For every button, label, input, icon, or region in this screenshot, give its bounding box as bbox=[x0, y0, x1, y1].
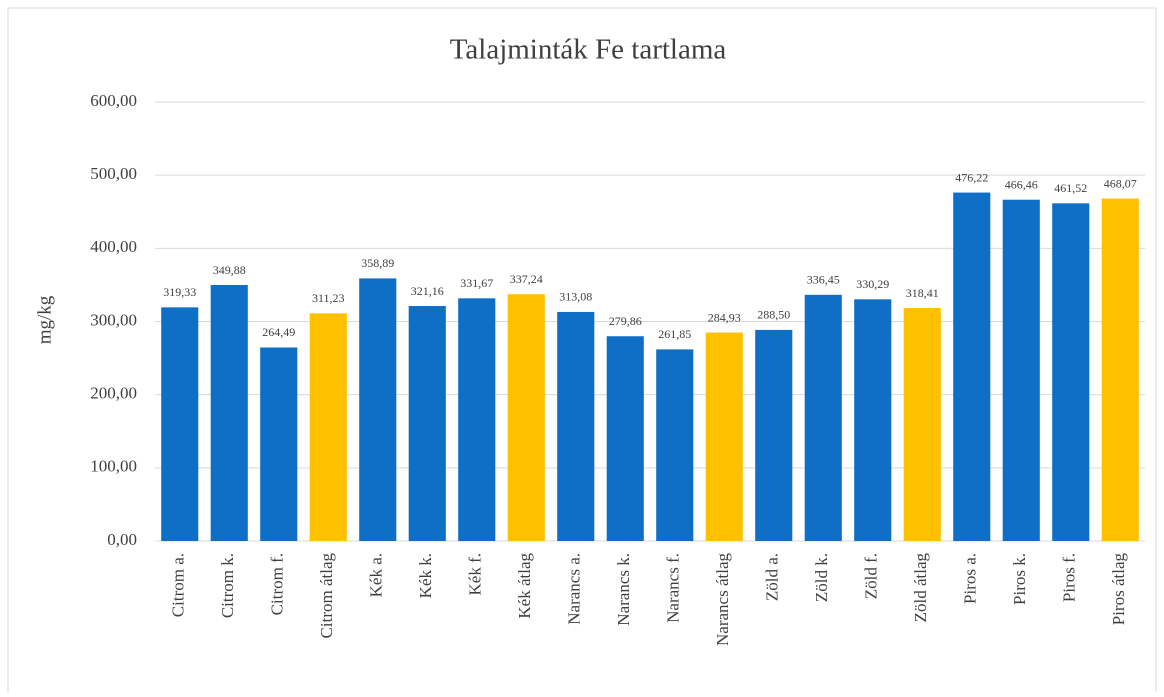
bar bbox=[260, 347, 298, 541]
y-tick-label: 400,00 bbox=[90, 237, 137, 256]
bar bbox=[953, 192, 991, 541]
x-tick-label: Zöld átlag bbox=[911, 553, 930, 623]
bar bbox=[458, 298, 496, 541]
x-tick-label: Piros f. bbox=[1060, 553, 1079, 602]
data-label: 279,86 bbox=[609, 314, 642, 328]
data-label: 466,46 bbox=[1005, 177, 1038, 191]
x-tick-label: Kék f. bbox=[466, 553, 485, 595]
data-label: 330,29 bbox=[856, 277, 889, 291]
x-tick-label: Citrom átlag bbox=[317, 553, 336, 639]
data-label: 358,89 bbox=[361, 256, 394, 270]
y-tick-label: 500,00 bbox=[90, 164, 137, 183]
bar bbox=[854, 299, 892, 541]
x-tick-label: Zöld k. bbox=[812, 553, 831, 602]
data-label: 261,85 bbox=[658, 327, 691, 341]
data-label: 288,50 bbox=[757, 308, 790, 322]
data-label: 337,24 bbox=[510, 272, 543, 286]
bar bbox=[606, 336, 644, 541]
bar bbox=[161, 307, 199, 541]
x-tick-label: Kék a. bbox=[367, 553, 386, 597]
bar bbox=[210, 285, 248, 541]
x-tick-label: Piros k. bbox=[1010, 553, 1029, 605]
x-tick-label: Narancs f. bbox=[664, 553, 683, 623]
data-label: 318,41 bbox=[906, 286, 939, 300]
data-label: 321,16 bbox=[411, 284, 444, 298]
x-tick-label: Piros átlag bbox=[1109, 553, 1128, 626]
x-tick-label: Citrom f. bbox=[268, 553, 287, 615]
data-label: 349,88 bbox=[213, 263, 246, 277]
x-tick-label: Piros a. bbox=[961, 553, 980, 604]
data-label: 319,33 bbox=[163, 285, 196, 299]
bar bbox=[408, 306, 446, 541]
bar bbox=[903, 308, 941, 541]
bar bbox=[1052, 203, 1090, 541]
x-tick-label: Kék átlag bbox=[515, 553, 534, 619]
bar bbox=[359, 278, 397, 541]
x-tick-label: Narancs átlag bbox=[713, 553, 732, 646]
bar bbox=[309, 313, 347, 541]
bar bbox=[557, 311, 595, 541]
bar bbox=[804, 294, 842, 541]
y-tick-label: 300,00 bbox=[90, 310, 137, 329]
data-label: 284,93 bbox=[708, 310, 741, 324]
data-label: 468,07 bbox=[1104, 176, 1137, 190]
bar bbox=[755, 329, 793, 541]
y-axis-label: mg/kg bbox=[34, 295, 55, 344]
data-label: 476,22 bbox=[955, 170, 988, 184]
data-label: 336,45 bbox=[807, 273, 840, 287]
bar bbox=[1002, 199, 1040, 541]
x-tick-label: Zöld a. bbox=[763, 553, 782, 601]
y-tick-label: 100,00 bbox=[90, 457, 137, 476]
bar bbox=[705, 332, 743, 541]
x-tick-label: Kék k. bbox=[416, 553, 435, 598]
bar bbox=[1101, 198, 1139, 541]
x-tick-label: Citrom a. bbox=[169, 553, 188, 617]
x-tick-label: Narancs k. bbox=[614, 553, 633, 626]
x-tick-label: Citrom k. bbox=[218, 553, 237, 618]
data-label: 264,49 bbox=[262, 325, 295, 339]
x-tick-label: Zöld f. bbox=[862, 553, 881, 599]
data-label: 313,08 bbox=[559, 290, 592, 304]
chart-title: Talajminták Fe tartlama bbox=[450, 34, 727, 66]
bar bbox=[656, 349, 694, 541]
data-label: 331,67 bbox=[460, 276, 493, 290]
data-label: 311,23 bbox=[312, 291, 345, 305]
x-tick-label: Narancs a. bbox=[565, 553, 584, 625]
y-tick-label: 0,00 bbox=[107, 530, 137, 549]
y-tick-label: 600,00 bbox=[90, 91, 137, 110]
bar bbox=[507, 294, 545, 541]
data-label: 461,52 bbox=[1054, 181, 1087, 195]
y-tick-label: 200,00 bbox=[90, 384, 137, 403]
